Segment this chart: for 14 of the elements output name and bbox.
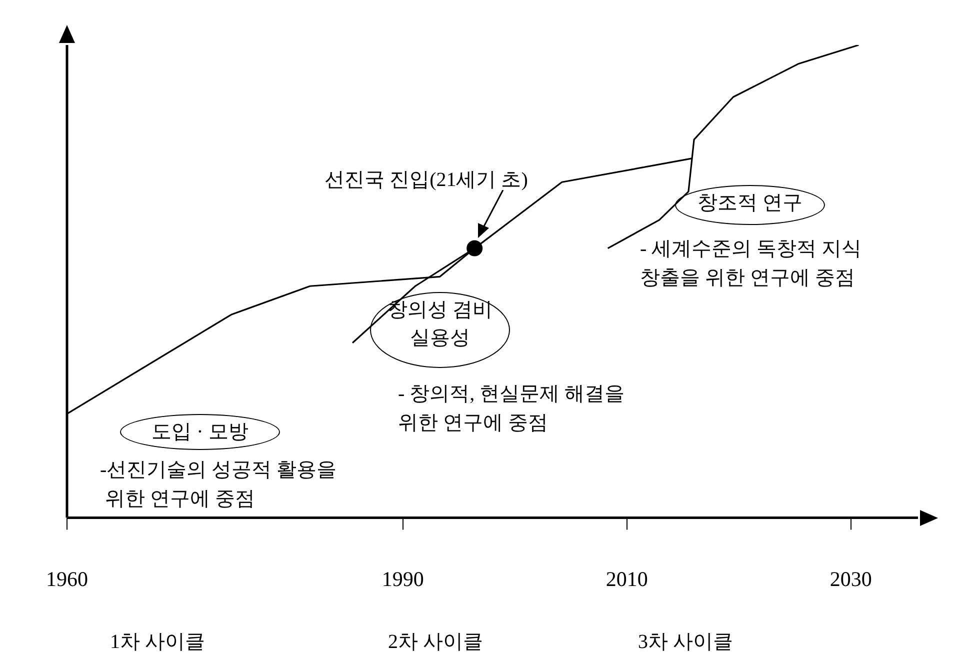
x-tick-label: 2010: [606, 566, 648, 591]
annotation: - 창의적, 현실문제 해결을 위한 연구에 중점: [398, 382, 625, 436]
x-tick-label: 1990: [382, 566, 424, 591]
text: 3차 사이클: [638, 630, 733, 655]
text: 2차 사이클: [388, 630, 483, 655]
text: 1차 사이클: [110, 630, 205, 655]
x-tick-label: 2030: [830, 566, 872, 591]
annotation: - 세계수준의 독창적 지식 창출을 위한 연구에 중점: [640, 237, 862, 291]
annotation: 창의성 겸비 실용성: [386, 298, 494, 351]
x-tick-label: 1960: [46, 566, 88, 591]
annotation: 창조적 연구: [696, 191, 804, 216]
annotation: 선진국 진입(21세기 초): [324, 168, 528, 194]
annotation: 도입 · 모방: [150, 420, 250, 445]
annotation: -선진기술의 성공적 활용을 위한 연구에 중점: [100, 458, 337, 512]
